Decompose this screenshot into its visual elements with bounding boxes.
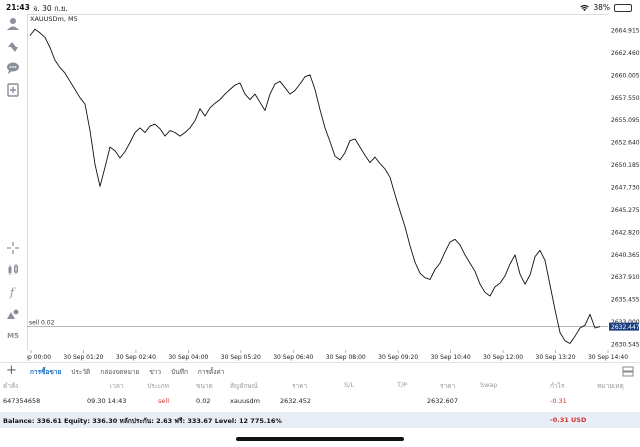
col-price: ราคา — [292, 382, 308, 390]
col-profit: กำไร — [550, 382, 565, 390]
current-price: 2632.607 — [427, 397, 459, 405]
col-symbol: สัญลักษณ์ — [230, 382, 258, 390]
crosshair-icon[interactable] — [3, 238, 23, 258]
svg-text:f: f — [9, 286, 16, 299]
price-axis-label: 2647.730 — [611, 185, 640, 192]
current-price-tag — [609, 322, 639, 331]
tab-journal[interactable]: บันทึก — [171, 368, 188, 376]
current-price-value: 2632.447 — [611, 324, 640, 331]
price-series-line — [29, 28, 601, 344]
account-currency: USD — [571, 416, 587, 424]
table-row[interactable]: 647354658 09.30 14:43 sell 0.02 xauusdm … — [0, 397, 640, 409]
balance-bar: Balance: 336.61 Equity: 336.30 หลักประกั… — [0, 412, 640, 428]
order-symbol: xauusdm — [230, 397, 260, 405]
chat-icon[interactable] — [3, 58, 23, 78]
time-axis-label: 30 Sep 05:20 — [221, 354, 261, 361]
price-axis-label: 2640.365 — [611, 252, 640, 259]
order-id: 647354658 — [3, 397, 41, 405]
account-icon[interactable] — [3, 14, 23, 34]
col-comment: หมายเหตุ — [597, 382, 624, 390]
price-axis-label: 2652.640 — [611, 140, 640, 147]
total-profit: -0.31 — [550, 416, 569, 424]
price-axis-label: 2655.095 — [611, 117, 640, 124]
col-order: คำสั่ง — [3, 382, 19, 390]
clock: 21:43 — [6, 3, 30, 12]
col-cur-price: ราคา — [440, 382, 456, 390]
order-level-label: sell 0.02 — [29, 320, 55, 327]
add-icon[interactable]: + — [6, 363, 17, 378]
price-axis-label: 2660.005 — [611, 72, 640, 79]
time-axis-label: 30 Sep 13:20 — [536, 354, 576, 361]
left-sidebar: f M5 — [0, 14, 26, 366]
price-axis-label: 2650.185 — [611, 162, 640, 169]
col-time: เวลา — [110, 382, 124, 390]
tab-trade[interactable]: การซื้อขาย — [30, 368, 62, 376]
chart-frame — [27, 14, 608, 350]
profit: -0.31 — [550, 397, 567, 405]
time-axis-label: 30 Sep 04:00 — [168, 354, 208, 361]
time-axis-label: 30 Sep 06:40 — [273, 354, 313, 361]
trade-arrows-icon[interactable] — [3, 36, 23, 56]
date: จ. 30 ก.ย. — [33, 4, 68, 13]
chart-symbol-label: XAUUSDm, M5 — [30, 15, 78, 23]
order-size: 0.02 — [196, 397, 211, 405]
trade-table-header: คำสั่ง เวลา ประเภท ขนาด สัญลักษณ์ ราคา S… — [0, 381, 640, 393]
order-type: sell — [158, 397, 169, 405]
tab-settings[interactable]: การตั้งค่า — [197, 368, 225, 376]
objects-icon[interactable] — [3, 304, 23, 324]
new-order-icon[interactable] — [3, 80, 23, 100]
time-axis-label: 30 Sep 02:40 — [116, 354, 156, 361]
price-axis-label: 2662.460 — [611, 50, 640, 57]
price-axis-label: 2633.000 — [611, 319, 640, 326]
balance-summary: Balance: 336.61 Equity: 336.30 หลักประกั… — [3, 417, 282, 425]
indicators-icon[interactable]: f — [3, 282, 23, 302]
price-axis-label: 2642.820 — [611, 229, 640, 236]
time-axis-label: 30 Sep 01:20 — [63, 354, 103, 361]
battery-percent: 38% — [593, 3, 610, 12]
time-axis-label: 30 Sep 14:40 — [588, 354, 628, 361]
col-size: ขนาด — [196, 382, 213, 390]
price-axis-label: 2630.545 — [611, 342, 640, 349]
price-axis-label: 2657.550 — [611, 95, 640, 102]
price-axis-label: 2635.455 — [611, 297, 640, 304]
tab-news[interactable]: ข่าว — [149, 368, 162, 376]
time-axis-label: 30 Sep 08:00 — [326, 354, 366, 361]
price-axis-label: 2637.910 — [611, 274, 640, 281]
status-bar: 21:43 จ. 30 ก.ย. 38% — [0, 0, 640, 14]
terminal-tabs: การซื้อขาย ประวัติ กล่องจดหมาย ข่าว บันท… — [30, 367, 224, 377]
tab-mailbox[interactable]: กล่องจดหมาย — [100, 368, 140, 376]
col-sl: S/L — [344, 381, 354, 389]
price-chart[interactable]: 2664.915 2662.460 2660.005 2657.550 2655.095… — [27, 14, 640, 366]
timeframe-label: M5 — [7, 332, 19, 340]
price-axis-label: 2664.915 — [611, 28, 640, 35]
price-axis-label: 2645.275 — [611, 207, 640, 214]
order-time: 09.30 14:43 — [87, 397, 127, 405]
home-indicator — [236, 437, 404, 441]
open-price: 2632.452 — [280, 397, 312, 405]
timeframe-button[interactable]: M5 — [3, 326, 23, 346]
terminal-toolbar: + การซื้อขาย ประวัติ กล่องจดหมาย ข่าว บั… — [0, 362, 640, 379]
chart-type-icon[interactable] — [3, 260, 23, 280]
time-axis-label: 30 Sep 00:00 — [27, 354, 51, 361]
col-type: ประเภท — [147, 382, 169, 390]
time-axis-label: 30 Sep 12:00 — [483, 354, 523, 361]
time-axis-label: 30 Sep 10:40 — [431, 354, 471, 361]
status-right: 38% — [580, 3, 632, 12]
tab-history[interactable]: ประวัติ — [71, 368, 91, 376]
battery-icon — [614, 3, 632, 12]
time-axis-label: 30 Sep 09:20 — [378, 354, 418, 361]
col-swap: Swap — [480, 381, 498, 389]
wifi-icon — [580, 4, 590, 11]
layout-toggle-icon[interactable] — [622, 365, 634, 380]
col-tp: T/P — [397, 381, 408, 389]
